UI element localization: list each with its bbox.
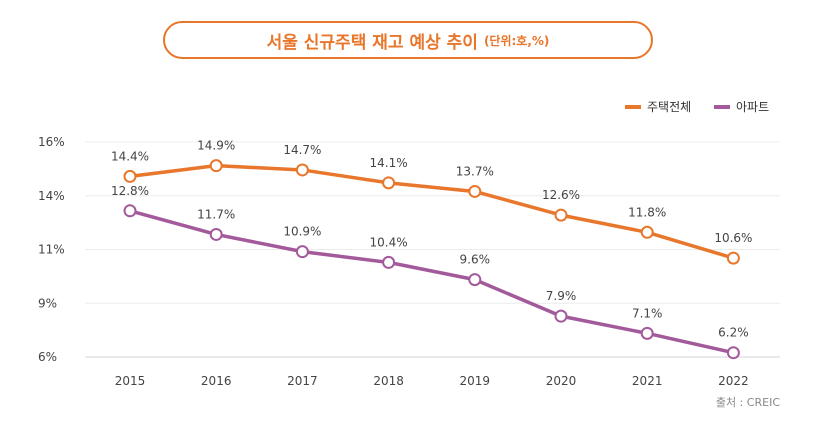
data-label: 13.7% — [456, 164, 494, 178]
data-point — [123, 204, 137, 218]
chart-unit-note: (단위:호,%) — [483, 33, 550, 48]
chart-title-box: 서울 신규주택 재고 예상 추이 (단위:호,%) — [163, 21, 653, 59]
x-tick-label: 2021 — [632, 374, 663, 388]
data-label: 9.6% — [460, 253, 491, 267]
y-tick-label: 6% — [38, 350, 57, 364]
x-tick-label: 2017 — [287, 374, 318, 388]
data-point — [209, 227, 223, 241]
data-point — [468, 184, 482, 198]
series-line-apartment — [128, 209, 736, 355]
x-tick-label: 2022 — [718, 374, 749, 388]
data-point — [382, 176, 396, 190]
data-label: 12.8% — [111, 184, 149, 198]
data-point — [726, 346, 740, 360]
data-label: 12.6% — [542, 188, 580, 202]
y-tick-label: 16% — [38, 135, 65, 149]
data-label: 14.9% — [197, 139, 235, 153]
data-point — [209, 159, 223, 173]
y-tick-label: 11% — [38, 243, 65, 257]
y-tick-label: 9% — [38, 296, 57, 310]
series-line-total-housing — [128, 163, 736, 260]
x-tick-label: 2018 — [373, 374, 404, 388]
data-label: 14.7% — [283, 143, 321, 157]
chart-title: 서울 신규주택 재고 예상 추이 — [266, 32, 478, 53]
legend-label: 아파트 — [736, 100, 769, 114]
data-label: 14.1% — [370, 156, 408, 170]
x-tick-label: 2015 — [115, 374, 146, 388]
data-point — [295, 163, 309, 177]
data-label: 10.9% — [283, 225, 321, 239]
data-point — [554, 309, 568, 323]
data-point — [295, 245, 309, 259]
data-point — [382, 255, 396, 269]
data-point — [726, 251, 740, 265]
data-label: 10.4% — [370, 235, 408, 249]
x-tick-label: 2019 — [460, 374, 491, 388]
data-point — [554, 208, 568, 222]
data-point — [640, 326, 654, 340]
legend-label: 주택전체 — [647, 100, 691, 114]
data-label: 7.1% — [632, 306, 663, 320]
data-point — [640, 225, 654, 239]
data-label: 14.4% — [111, 149, 149, 163]
y-tick-label: 14% — [38, 189, 65, 203]
x-tick-label: 2020 — [546, 374, 577, 388]
source-note: 출처 : CREIC — [716, 396, 780, 409]
data-label: 7.9% — [546, 289, 577, 303]
data-point — [468, 273, 482, 287]
data-label: 10.6% — [714, 231, 752, 245]
data-label: 6.2% — [718, 326, 749, 340]
data-point — [123, 169, 137, 183]
data-label: 11.7% — [197, 207, 235, 221]
x-tick-label: 2016 — [201, 374, 232, 388]
data-label: 11.8% — [628, 205, 666, 219]
